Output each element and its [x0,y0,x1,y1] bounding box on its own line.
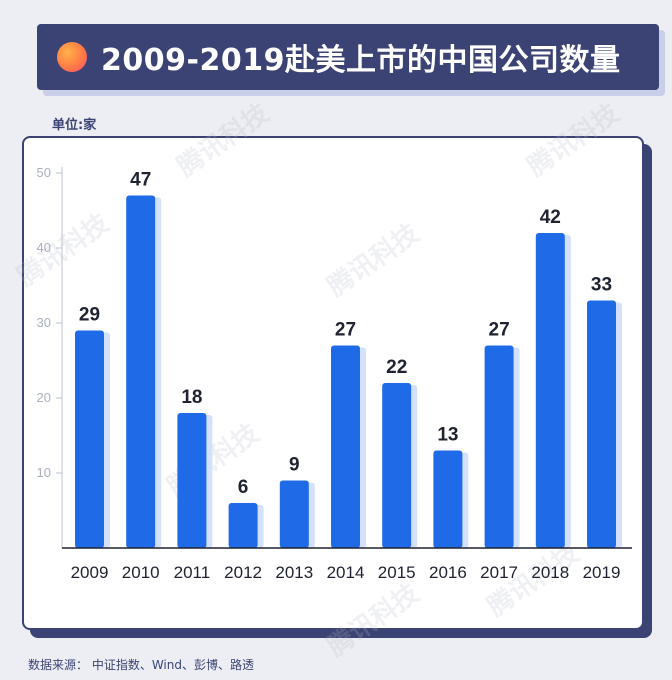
x-tick-label: 2016 [429,563,467,582]
bar [587,300,616,548]
x-tick-label: 2012 [224,563,262,582]
x-tick-label: 2009 [71,563,109,582]
data-label: 29 [79,305,100,326]
data-label: 27 [489,320,510,341]
data-label: 42 [540,207,561,228]
x-tick-label: 2011 [174,563,211,582]
y-tick-label: 20 [37,390,51,405]
bar [484,345,514,548]
data-label: 27 [335,320,356,341]
bar [177,413,207,548]
data-label: 9 [289,455,300,476]
data-label: 6 [238,477,249,498]
source-note: 数据来源： 中证指数、Wind、彭博、路透 [28,658,254,672]
bar [75,330,104,548]
chart-title: 2009-2019赴美上市的中国公司数量 [101,43,621,78]
title-bar: 2009-2019赴美上市的中国公司数量 [37,24,659,90]
x-tick-label: 2014 [327,563,365,582]
bar [382,383,412,548]
x-tick-label: 2013 [275,563,313,582]
x-tick-label: 2010 [122,563,160,582]
x-tick-label: 2015 [378,563,416,582]
y-tick-label: 40 [37,240,51,255]
unit-label: 单位:家 [52,118,97,133]
bar [279,480,309,548]
data-label: 47 [130,170,151,191]
title-dot-icon [57,42,87,72]
y-tick-label: 10 [37,465,51,480]
data-label: 18 [181,387,202,408]
x-tick-label: 2017 [480,563,518,582]
bar [228,503,258,548]
x-tick-label: 2018 [531,563,569,582]
bar [535,233,565,548]
bar [126,195,156,548]
bar [433,450,463,548]
bar [331,345,360,548]
x-tick-label: 2019 [583,563,621,582]
y-tick-label: 30 [37,315,51,330]
data-label: 33 [591,275,612,296]
data-label: 22 [386,357,407,378]
y-tick-label: 50 [37,165,51,180]
data-label: 13 [437,425,458,446]
